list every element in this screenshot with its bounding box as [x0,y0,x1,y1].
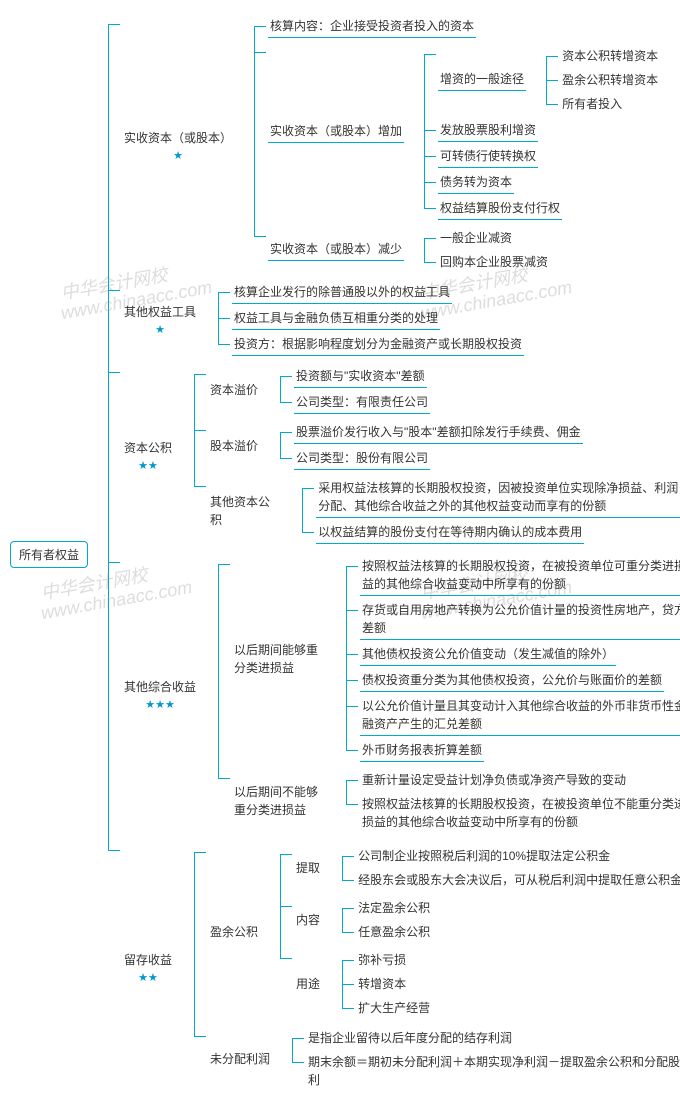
node-a212: 盈余公积转增资本 [560,70,660,90]
node-a213: 所有者投入 [560,94,624,114]
node-e112: 经股东会或股东大会决议后，可从税后利润中提取任意公积金 [356,870,680,890]
node-e22: 期末余额＝期初未分配利润＋本期实现净利润－提取盈余公积和分配股利 [306,1052,680,1090]
node-a1: 核算内容：企业接受投资者投入的资本 [268,16,476,38]
stars-e: ★★ [122,971,174,984]
node-d2: 以后期间不能够重分类进损益 [232,782,326,820]
node-e13: 用途 [294,974,322,994]
node-c2: 股本溢价 [208,436,260,456]
node-a3: 实收资本（或股本）减少 [268,239,404,261]
node-e11: 提取 [294,858,322,878]
node-c12: 公司类型：有限责任公司 [294,392,430,414]
node-b2: 权益工具与金融负债互相重分类的处理 [232,308,440,330]
node-e122: 任意盈余公积 [356,922,432,942]
node-d16: 外币财务报表折算差额 [360,740,484,762]
stars-d: ★★★ [122,698,198,711]
node-a2: 实收资本（或股本）增加 [268,121,404,143]
stars-b: ★ [122,323,198,336]
node-b: 其他权益工具 [122,302,198,322]
node-e133: 扩大生产经营 [356,998,432,1018]
node-d15: 以公允价值计量且其变动计入其他综合收益的外币非货币性金融资产产生的汇兑差额 [360,696,680,736]
stars-a: ★ [122,149,234,162]
node-e131: 弥补亏损 [356,950,408,970]
root-node: 所有者权益 [10,541,88,568]
node-e132: 转增资本 [356,974,408,994]
node-a25: 权益结算股份支付行权 [438,198,562,220]
node-d11: 按照权益法核算的长期股权投资，在被投资单位可重分类进损益的其他综合收益变动中所享… [360,556,680,596]
node-a: 实收资本（或股本） [122,128,234,148]
node-d14: 债权投资重分类为其他债权投资，公允价与账面价的差额 [360,670,664,692]
node-a32: 回购本企业股票减资 [438,252,550,272]
node-a211: 资本公积转增资本 [560,46,660,66]
node-a24: 债务转为资本 [438,172,514,194]
node-d22: 按照权益法核算的长期股权投资，在被投资单位不能重分类进损益的其他综合收益变动中所… [360,794,680,832]
node-e121: 法定盈余公积 [356,898,432,918]
node-d1: 以后期间能够重分类进损益 [232,640,326,678]
node-e1: 盈余公积 [208,922,260,942]
node-b1: 核算企业发行的除普通股以外的权益工具 [232,282,452,304]
node-d: 其他综合收益 [122,677,198,697]
node-d21: 重新计量设定受益计划净负债或净资产导致的变动 [360,770,628,790]
node-c3: 其他资本公积 [208,492,282,530]
node-e111: 公司制企业按照税后利润的10%提取法定公积金 [356,846,612,866]
node-a22: 发放股票股利增资 [438,120,538,142]
node-e12: 内容 [294,910,322,930]
node-d13: 其他债权投资公允价值变动（发生减值的除外） [360,644,616,666]
node-e: 留存收益 [122,950,174,970]
node-b3: 投资方：根据影响程度划分为金融资产或长期股权投资 [232,334,524,356]
node-c32: 以权益结算的股份支付在等待期内确认的成本费用 [316,522,584,544]
node-c21: 股票溢价发行收入与"股本"差额扣除发行手续费、佣金 [294,422,583,444]
node-a31: 一般企业减资 [438,228,514,248]
mindmap-root: 所有者权益 实收资本（或股本） ★ 核算内容：企业接受投资者投入的资本 实收资本… [10,10,680,1098]
node-e2: 未分配利润 [208,1049,272,1069]
node-e21: 是指企业留待以后年度分配的结存利润 [306,1028,514,1048]
node-a21: 增资的一般途径 [438,69,526,91]
node-a23: 可转债行使转换权 [438,146,538,168]
node-c1: 资本溢价 [208,380,260,400]
node-c31: 采用权益法核算的长期股权投资，因被投资单位实现除净损益、利润分配、其他综合收益之… [316,478,680,518]
node-d12: 存货或自用房地产转换为公允价值计量的投资性房地产，贷方差额 [360,600,680,640]
node-c22: 公司类型：股份有限公司 [294,448,430,470]
stars-c: ★★ [122,459,174,472]
node-c11: 投资额与"实收资本"差额 [294,366,427,388]
node-c: 资本公积 [122,438,174,458]
